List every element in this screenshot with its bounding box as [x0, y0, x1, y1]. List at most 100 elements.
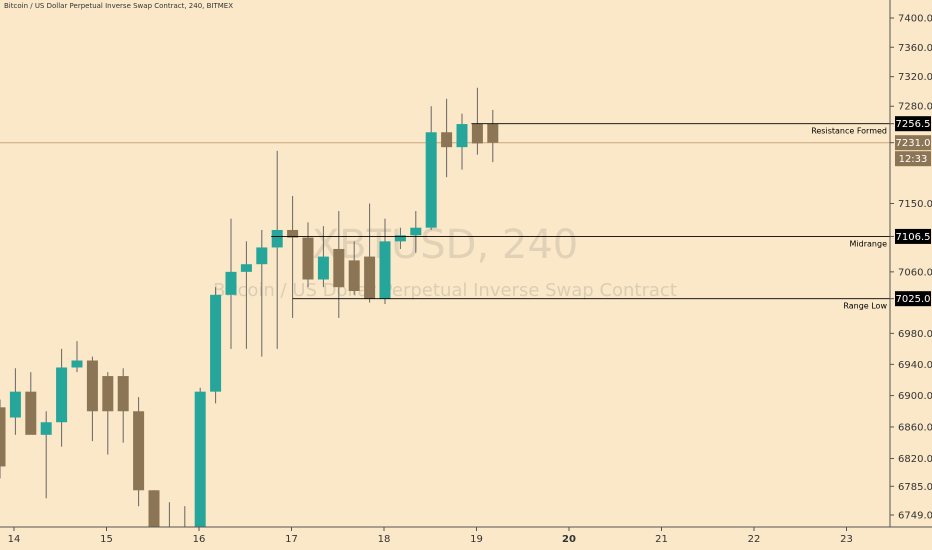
x-tick-label: 19	[470, 534, 483, 545]
candle-body	[348, 260, 360, 292]
candle-body	[25, 391, 37, 435]
x-tick-label: 18	[378, 534, 391, 545]
candle-body	[333, 248, 345, 288]
candle[interactable]	[71, 341, 83, 373]
candle-body	[133, 411, 145, 491]
candle-body	[194, 391, 206, 527]
candle[interactable]	[86, 356, 98, 442]
candle[interactable]	[225, 218, 237, 349]
x-tick-label: 20	[562, 534, 576, 545]
candle[interactable]	[287, 195, 299, 318]
candle[interactable]	[0, 399, 6, 479]
candle[interactable]	[410, 211, 422, 253]
y-tick-label: 7400.0	[898, 14, 932, 25]
countdown-tag: 12:33	[895, 151, 931, 167]
candle[interactable]	[164, 502, 175, 550]
candle-body	[441, 132, 453, 148]
levels-layer: Resistance Formed Midrange Range Low	[271, 123, 890, 311]
x-tick-label: 23	[840, 534, 853, 545]
candle-body	[210, 294, 222, 392]
candle-body	[487, 124, 499, 143]
svg-text:7106.5: 7106.5	[896, 232, 931, 243]
x-tick-label: 17	[285, 534, 298, 545]
candle[interactable]	[194, 387, 206, 550]
level-label: Resistance Formed	[811, 127, 887, 136]
x-tick-label: 16	[193, 534, 206, 545]
y-tick-label: 6785.0	[898, 482, 932, 493]
candle[interactable]	[348, 241, 360, 295]
svg-text:7025.0: 7025.0	[896, 294, 931, 305]
candle[interactable]	[179, 506, 190, 550]
chart-header-title: Bitcoin / US Dollar Perpetual Inverse Sw…	[4, 2, 234, 10]
candle[interactable]	[394, 227, 406, 249]
time-axis[interactable]: 14 15 16 17 18 19 20 21 22 23	[0, 526, 932, 545]
candle[interactable]	[441, 98, 453, 178]
candle[interactable]	[425, 106, 437, 230]
y-tick-label: 6940.0	[898, 360, 932, 371]
candle-body	[364, 256, 376, 299]
candle[interactable]	[364, 203, 376, 303]
candle[interactable]	[9, 368, 21, 435]
price-tags-layer: 7256.5 7106.5 7025.0 7231.0 12:33	[895, 116, 931, 307]
candle-body	[71, 360, 83, 368]
candle[interactable]	[102, 372, 114, 455]
candle[interactable]	[133, 397, 145, 507]
level-price-tag: 7256.5	[895, 116, 931, 132]
svg-text:7256.5: 7256.5	[896, 119, 931, 130]
y-tick-label: 7060.0	[898, 267, 932, 278]
candle-body	[425, 132, 437, 228]
y-tick-label: 6749.0	[898, 511, 932, 522]
candle-body	[240, 264, 252, 272]
candle-body	[394, 235, 406, 242]
candle[interactable]	[487, 109, 499, 163]
candle[interactable]	[256, 229, 268, 357]
y-tick-label: 7360.0	[898, 43, 932, 54]
candle[interactable]	[240, 241, 252, 349]
candle[interactable]	[148, 490, 160, 550]
candle-body	[256, 247, 268, 265]
x-tick-label: 21	[655, 534, 668, 545]
price-axis[interactable]: 6749.0 6785.0 6820.0 6860.0 6900.0 6940.0 6980…	[889, 0, 932, 527]
candle-body	[317, 256, 329, 280]
y-tick-label: 6900.0	[898, 391, 932, 402]
y-tick-label: 6980.0	[898, 329, 932, 340]
candle-body	[148, 490, 160, 527]
candle-body	[40, 422, 52, 435]
candles-layer	[0, 87, 890, 550]
candle[interactable]	[40, 411, 52, 499]
candle[interactable]	[25, 372, 37, 435]
candle-body	[287, 229, 299, 238]
candle[interactable]	[302, 222, 314, 288]
level-label: Midrange	[850, 239, 888, 248]
x-tick-label: 14	[8, 534, 21, 545]
candle-body	[86, 360, 98, 412]
candle[interactable]	[333, 211, 345, 318]
candle[interactable]	[56, 348, 68, 447]
x-tick-label: 15	[100, 534, 113, 545]
candle-body	[271, 229, 283, 248]
watermark-description: Bitcoin / US Dollar Perpetual Inverse Sw…	[213, 280, 677, 301]
candle-body	[379, 241, 391, 299]
candle[interactable]	[471, 87, 483, 155]
candle-body	[9, 391, 21, 418]
y-tick-label: 7280.0	[898, 102, 932, 113]
candle[interactable]	[379, 218, 391, 305]
x-tick-label: 22	[748, 534, 761, 545]
current-price-tag: 7231.0	[895, 135, 931, 151]
candle-body	[56, 367, 68, 423]
level-label: Range Low	[843, 302, 887, 311]
candle-body	[102, 376, 114, 412]
y-tick-label: 6860.0	[898, 422, 932, 433]
y-tick-label: 7320.0	[898, 72, 932, 83]
candle-body	[0, 407, 6, 467]
candle[interactable]	[117, 368, 129, 443]
y-tick-label: 6820.0	[898, 454, 932, 465]
candle-body	[302, 237, 314, 280]
candle[interactable]	[210, 287, 222, 404]
watermark-symbol: XBTUSD, 240	[312, 222, 579, 268]
candle[interactable]	[271, 150, 283, 349]
candle[interactable]	[456, 113, 468, 170]
candle-body	[456, 124, 468, 148]
candle-body	[225, 271, 237, 295]
